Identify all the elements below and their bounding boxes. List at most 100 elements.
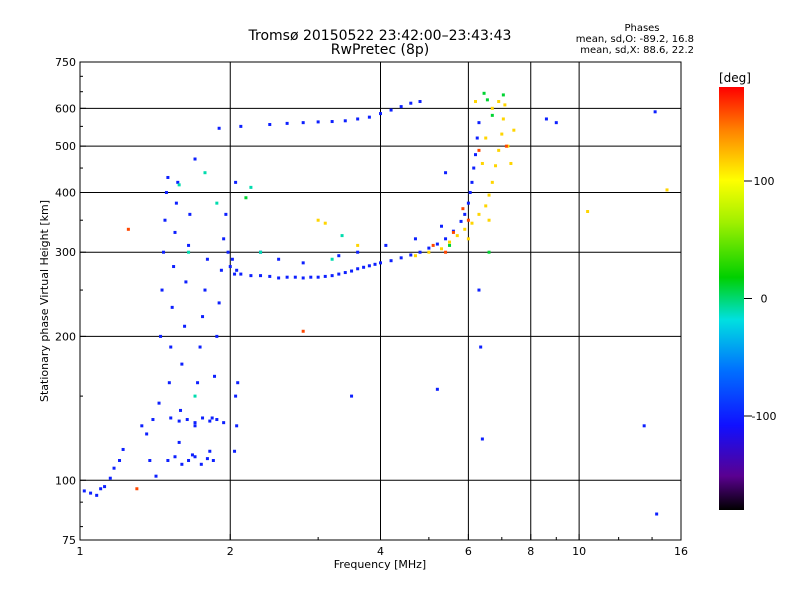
data-point bbox=[217, 126, 221, 130]
data-point bbox=[350, 394, 354, 398]
data-point bbox=[485, 98, 489, 102]
data-point bbox=[196, 381, 200, 385]
data-point bbox=[484, 136, 488, 140]
y-tick-label: 75 bbox=[62, 534, 76, 547]
data-point bbox=[285, 275, 289, 279]
data-point bbox=[82, 489, 86, 493]
data-point bbox=[170, 305, 174, 309]
data-point bbox=[140, 424, 144, 428]
x-tick-label: 2 bbox=[227, 545, 234, 558]
data-point bbox=[174, 201, 178, 205]
data-point bbox=[187, 458, 191, 462]
chart-subtitle: RwPretec (8p) bbox=[331, 42, 429, 58]
colorbar-tick-label: 0 bbox=[761, 293, 768, 306]
data-point bbox=[330, 120, 334, 124]
data-point bbox=[487, 193, 491, 197]
data-point bbox=[463, 227, 467, 231]
data-point bbox=[219, 268, 223, 272]
data-point bbox=[277, 276, 281, 280]
colorbar-tick-label: 100 bbox=[754, 175, 775, 188]
phase-stats-title: Phases bbox=[624, 23, 659, 34]
x-axis-ticks: 1 2 4 6 8 10 16 bbox=[77, 534, 688, 558]
data-point bbox=[480, 161, 484, 165]
data-point bbox=[440, 224, 444, 228]
data-point bbox=[162, 250, 166, 254]
data-point bbox=[477, 212, 481, 216]
data-point bbox=[409, 253, 413, 257]
data-point bbox=[167, 381, 171, 385]
data-point bbox=[169, 416, 173, 420]
data-point bbox=[427, 250, 431, 254]
colorbar-label: [deg] bbox=[719, 71, 751, 85]
data-point bbox=[399, 105, 403, 109]
data-point bbox=[103, 485, 107, 489]
data-point bbox=[244, 196, 248, 200]
x-axis-label: Frequency [MHz] bbox=[334, 558, 426, 571]
data-point bbox=[470, 221, 474, 225]
data-point bbox=[487, 250, 491, 254]
data-point bbox=[172, 265, 176, 269]
data-point bbox=[198, 345, 202, 349]
data-point bbox=[157, 401, 161, 405]
data-point bbox=[205, 457, 209, 461]
data-point bbox=[176, 180, 180, 184]
data-point bbox=[173, 230, 177, 234]
colorbar bbox=[719, 87, 744, 510]
data-point bbox=[95, 493, 99, 497]
data-point bbox=[444, 171, 448, 175]
data-point bbox=[484, 204, 488, 208]
data-point bbox=[316, 218, 320, 222]
data-point bbox=[475, 136, 479, 140]
phase-stats-o: mean, sd,O: -89.2, 16.8 bbox=[576, 34, 694, 45]
data-point bbox=[163, 218, 167, 222]
data-point bbox=[203, 171, 207, 175]
data-point bbox=[655, 512, 659, 516]
data-point bbox=[188, 212, 192, 216]
y-tick-label: 750 bbox=[55, 56, 76, 69]
data-point bbox=[234, 180, 238, 184]
data-point bbox=[215, 334, 219, 338]
data-point bbox=[177, 440, 181, 444]
data-point bbox=[490, 106, 494, 110]
data-point bbox=[409, 101, 413, 105]
data-points bbox=[82, 91, 669, 516]
data-point bbox=[554, 121, 558, 125]
data-point bbox=[473, 100, 477, 104]
data-point bbox=[466, 237, 470, 241]
data-point bbox=[208, 419, 212, 423]
data-point bbox=[135, 487, 139, 491]
data-point bbox=[166, 458, 170, 462]
data-point bbox=[490, 113, 494, 117]
data-point bbox=[337, 272, 341, 276]
data-point bbox=[309, 275, 313, 279]
data-point bbox=[448, 240, 452, 244]
x-tick-label: 16 bbox=[674, 545, 688, 558]
data-point bbox=[154, 474, 158, 478]
data-point bbox=[330, 257, 334, 261]
data-point bbox=[468, 190, 472, 194]
data-point bbox=[259, 274, 263, 278]
data-point bbox=[356, 117, 360, 121]
grid-lines bbox=[80, 62, 681, 540]
data-point bbox=[477, 121, 481, 125]
data-point bbox=[268, 123, 272, 127]
x-tick-label: 1 bbox=[77, 545, 84, 558]
data-point bbox=[301, 276, 305, 280]
data-point bbox=[277, 257, 281, 261]
data-point bbox=[653, 110, 657, 114]
data-point bbox=[367, 264, 371, 268]
data-point bbox=[477, 288, 481, 292]
data-point bbox=[187, 243, 191, 247]
data-point bbox=[461, 207, 465, 211]
data-point bbox=[179, 408, 183, 412]
data-point bbox=[500, 132, 504, 136]
data-point bbox=[164, 190, 168, 194]
y-tick-label: 100 bbox=[55, 474, 76, 487]
data-point bbox=[455, 234, 459, 238]
colorbar-tick-label: -100 bbox=[752, 410, 777, 423]
data-point bbox=[389, 259, 393, 263]
data-point bbox=[235, 424, 239, 428]
y-tick-label: 300 bbox=[55, 246, 76, 259]
data-point bbox=[234, 394, 238, 398]
data-point bbox=[444, 237, 448, 241]
